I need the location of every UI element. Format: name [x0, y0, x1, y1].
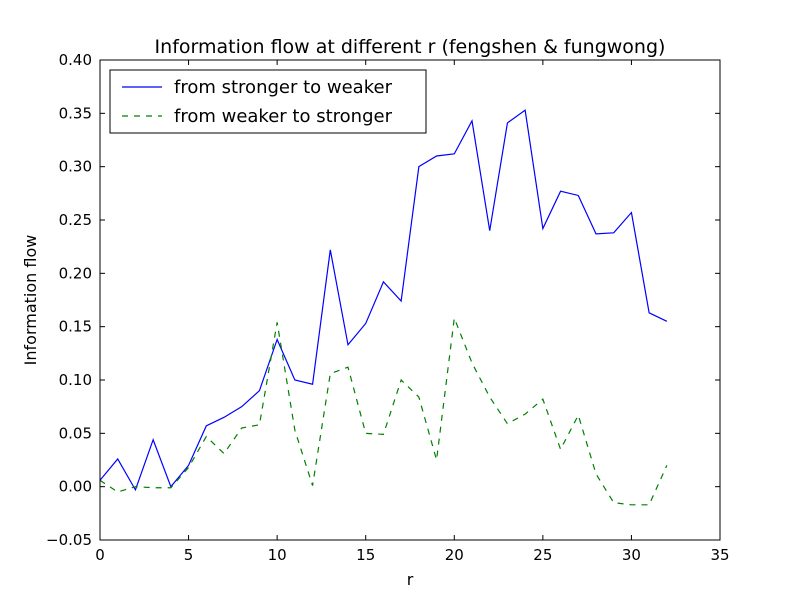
y-tick-label: −0.05	[46, 531, 92, 549]
x-tick-label: 15	[356, 546, 375, 564]
y-tick-label: 0.10	[59, 371, 92, 389]
x-tick-label: 10	[268, 546, 287, 564]
x-axis-label: r	[407, 570, 414, 589]
x-tick-label: 20	[445, 546, 464, 564]
y-tick-label: 0.40	[59, 51, 92, 69]
y-tick-label: 0.35	[59, 104, 92, 122]
legend: from stronger to weaker from weaker to st…	[109, 69, 427, 134]
plot-area	[100, 109, 668, 506]
x-tick-label: 0	[95, 546, 105, 564]
chart-title: Information flow at different r (fengshe…	[155, 36, 666, 58]
series-line-1	[100, 317, 668, 506]
y-tick-label: 0.25	[59, 211, 92, 229]
plot-frame	[99, 59, 721, 541]
y-tick-label: 0.05	[59, 424, 92, 442]
series-line-0	[100, 109, 668, 492]
y-tick-label: 0.00	[59, 478, 92, 496]
axes: 0 5 10 15 20 25 30 35 −0.05 0.00 0.05 0.10 0.15 0.20 0…	[46, 51, 730, 564]
legend-box	[109, 69, 427, 134]
x-tick-label: 5	[184, 546, 194, 564]
y-tick-label: 0.20	[59, 264, 92, 282]
y-tick-label: 0.15	[59, 318, 92, 336]
legend-label-1: from weaker to stronger	[174, 106, 393, 127]
x-tick-label: 35	[710, 546, 729, 564]
x-tick-label: 25	[533, 546, 552, 564]
y-axis-label: Information flow	[21, 235, 40, 366]
x-tick-label: 30	[622, 546, 641, 564]
legend-label-0: from stronger to weaker	[174, 77, 393, 98]
y-tick-label: 0.30	[59, 158, 92, 176]
